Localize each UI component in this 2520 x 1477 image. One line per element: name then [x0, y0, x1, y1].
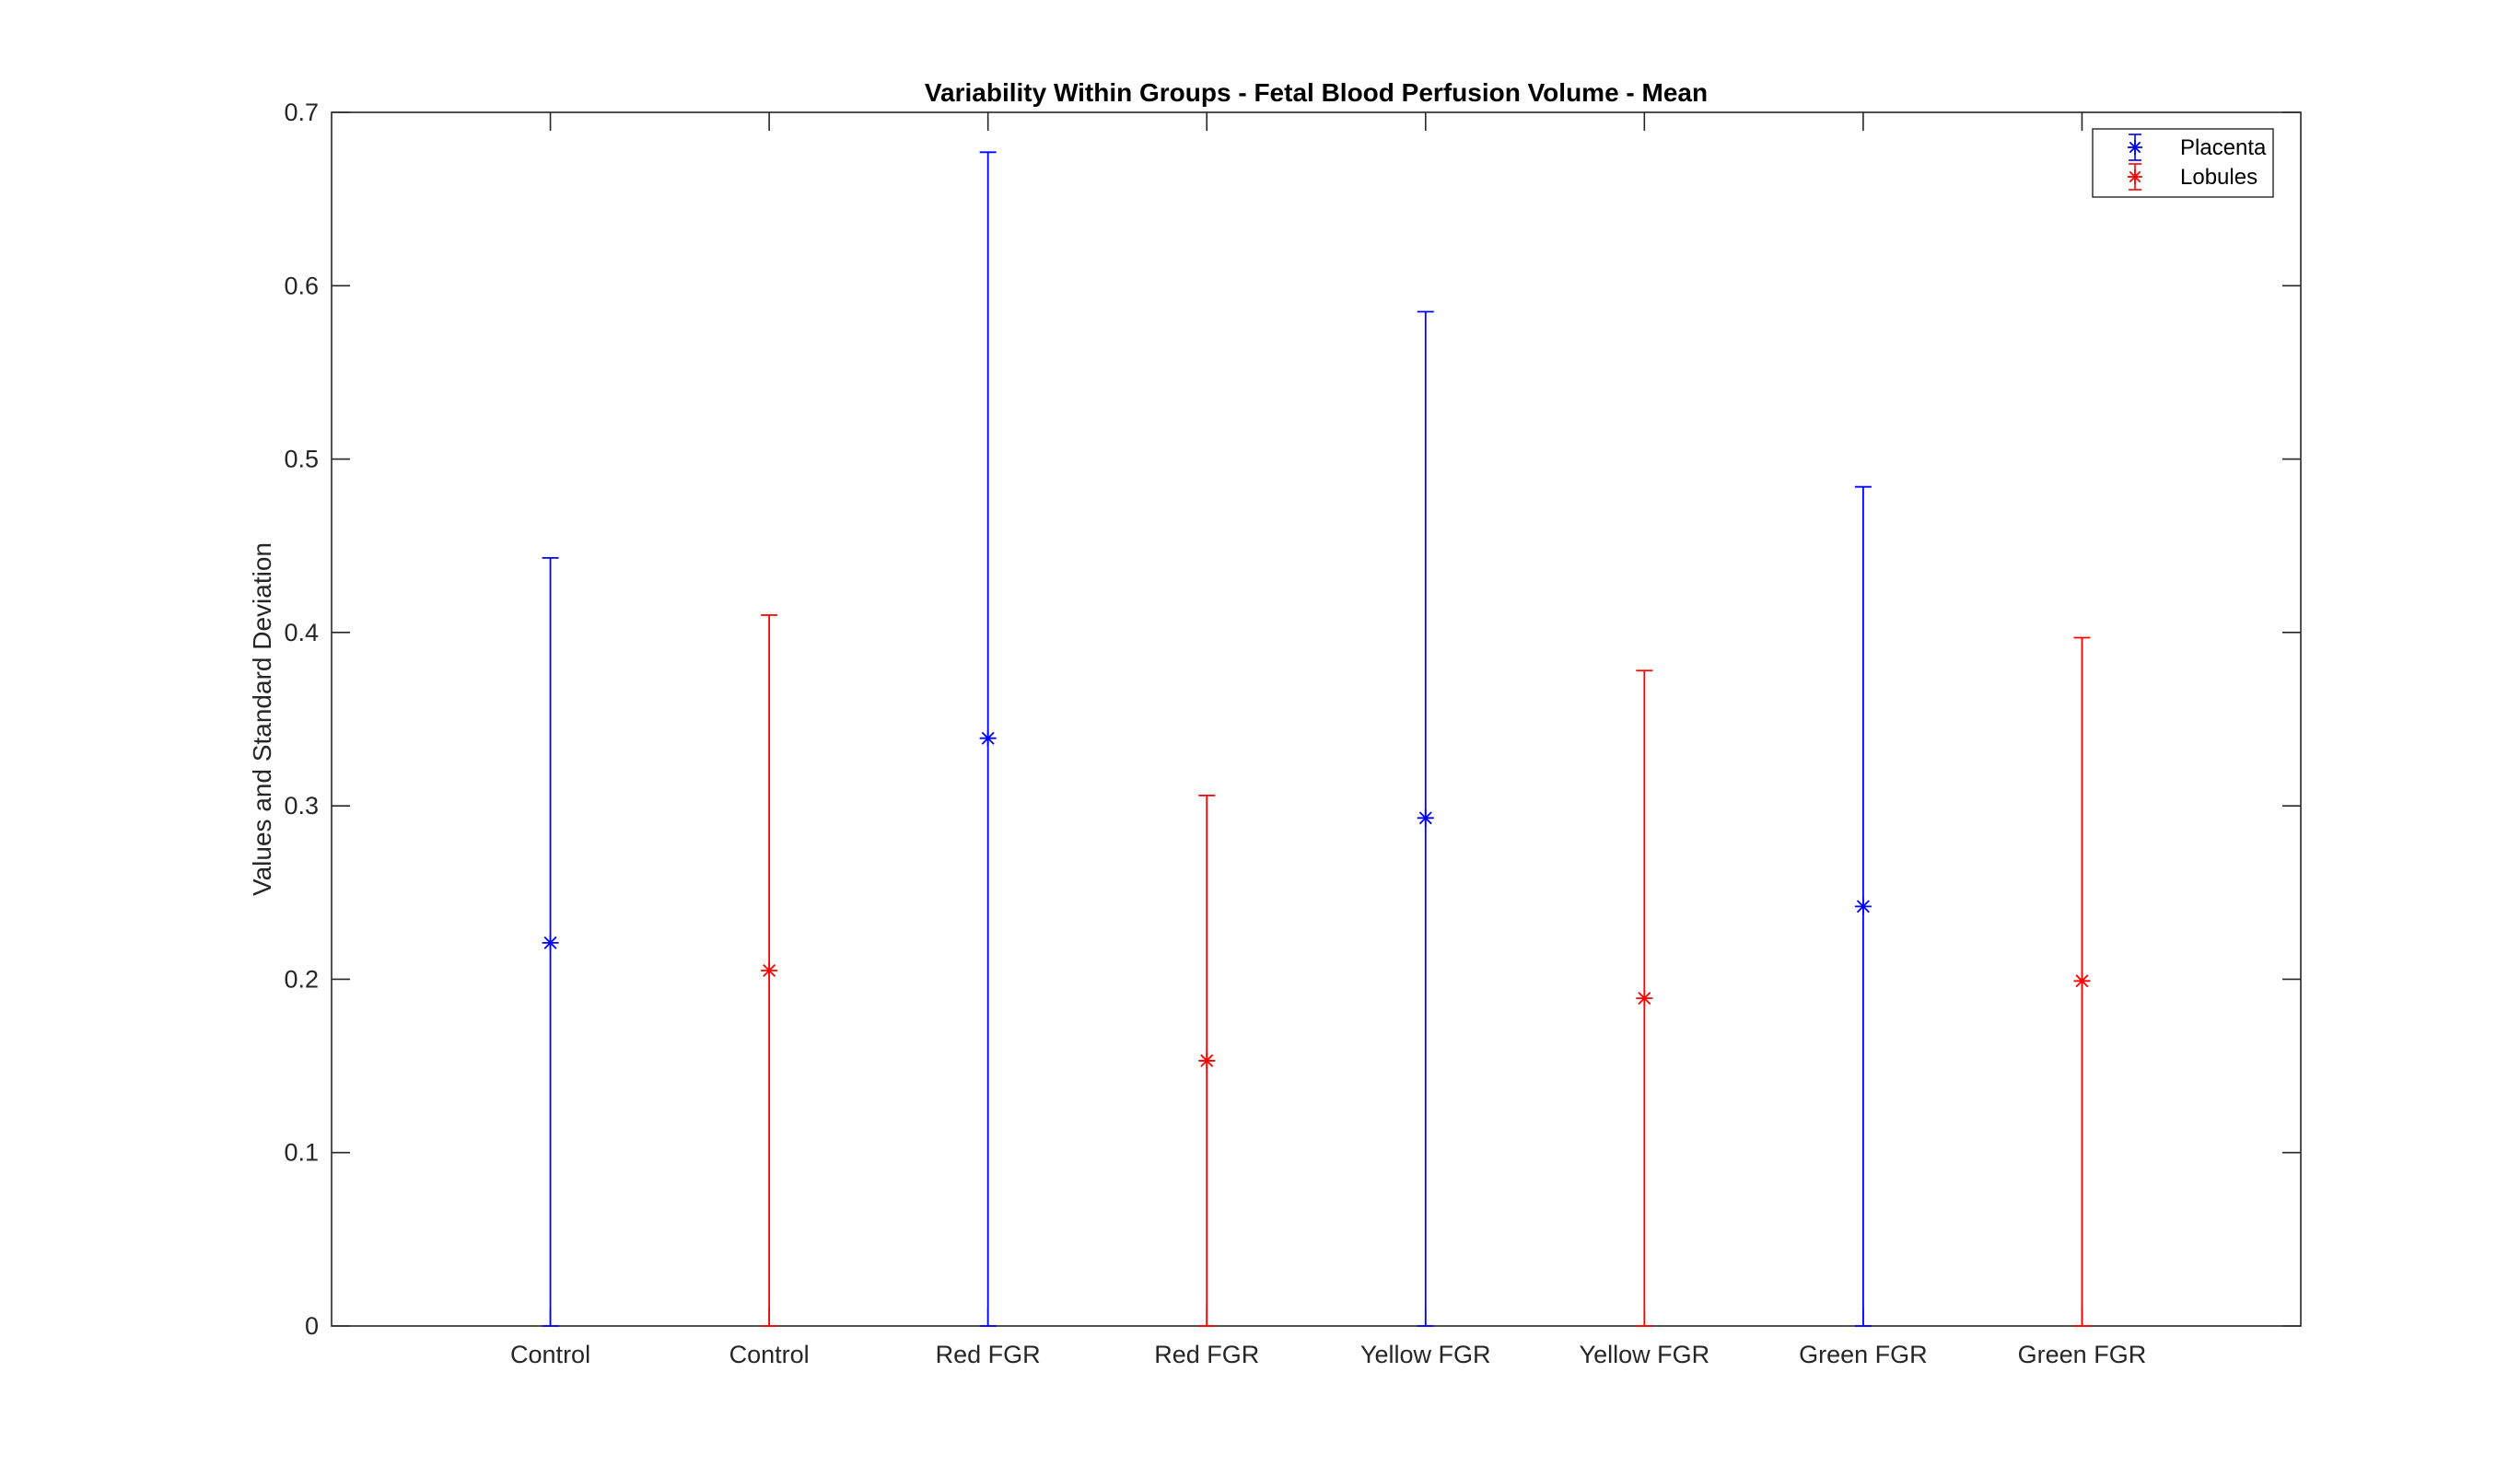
x-tick-label: Green FGR: [2018, 1341, 2147, 1368]
y-tick-label: 0.2: [284, 965, 319, 993]
data-point: [2073, 972, 2091, 990]
legend-item-placenta: Placenta: [2128, 134, 2267, 161]
legend-label: Lobules: [2180, 165, 2258, 190]
legend-box: [2092, 128, 2274, 198]
data-point: [1854, 898, 1872, 915]
marker-stroke: [763, 964, 776, 978]
x-tick-label: Control: [729, 1341, 810, 1368]
x-tick-label: Control: [510, 1341, 590, 1368]
x-tick-label: Yellow FGR: [1360, 1341, 1491, 1368]
data-point: [1198, 1052, 1216, 1069]
legend-label: Placenta: [2180, 135, 2267, 160]
series-layer: [542, 151, 2091, 1327]
y-tick-label: 0.7: [284, 99, 319, 126]
y-tick-label: 0.1: [284, 1139, 319, 1167]
marker-stroke: [1200, 1053, 1214, 1067]
data-point: [761, 962, 778, 980]
x-tick-label: Red FGR: [936, 1341, 1041, 1368]
marker-stroke: [1856, 900, 1870, 913]
legend-marker: [2128, 140, 2142, 155]
marker-stroke: [1418, 811, 1432, 825]
y-tick-label: 0.3: [284, 792, 319, 820]
marker-stroke: [2129, 141, 2141, 154]
data-point: [979, 729, 997, 747]
y-tick-label: 0: [305, 1312, 319, 1340]
data-point: [1636, 990, 1653, 1007]
series-placenta: [542, 151, 1872, 1327]
marker-stroke: [1638, 992, 1651, 1006]
marker-stroke: [981, 731, 995, 745]
y-tick-label: 0.4: [284, 619, 319, 646]
x-tick-label: Red FGR: [1154, 1341, 1259, 1368]
y-axis-label: Values and Standard Deviation: [248, 542, 276, 896]
marker-stroke: [2129, 170, 2141, 183]
ticks-layer: 0 0.1 0.2 0.3 0.4 0.5 0.6 0.7 Control Control Red …: [284, 99, 2301, 1368]
y-tick-label: 0.5: [284, 446, 319, 473]
marker-stroke: [543, 936, 557, 949]
data-point: [542, 934, 559, 951]
series-lobules: [761, 614, 2091, 1327]
legend-marker: [2128, 169, 2142, 184]
y-tick-label: 0.6: [284, 272, 319, 299]
data-point: [1417, 809, 1434, 827]
legend-item-lobules: Lobules: [2128, 163, 2258, 191]
x-tick-label: Green FGR: [1799, 1341, 1928, 1368]
axes-box: [331, 111, 2302, 1327]
marker-stroke: [2075, 974, 2089, 988]
chart-title: Variability Within Groups - Fetal Blood …: [925, 78, 1708, 107]
x-tick-label: Yellow FGR: [1580, 1341, 1710, 1368]
legend: Placenta Lobules: [2092, 128, 2274, 198]
